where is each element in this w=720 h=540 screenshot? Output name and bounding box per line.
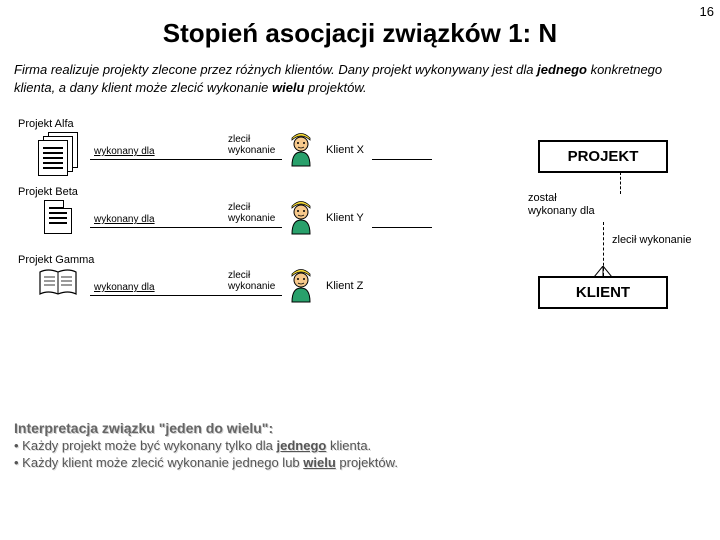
diagram-area: Projekt Alfa wykonany dla zlecił wykonan… bbox=[0, 104, 720, 364]
interp-line-2: • Każdy klient może zlecić wykonanie jed… bbox=[14, 455, 706, 470]
interp-l1-underline: jednego bbox=[277, 438, 327, 453]
interp-l2-post: projektów. bbox=[336, 455, 398, 470]
rel-beta: wykonany dla bbox=[94, 214, 155, 225]
person-y-icon bbox=[286, 198, 316, 236]
book-icon bbox=[38, 268, 78, 298]
project-beta-label: Projekt Beta bbox=[18, 186, 78, 198]
conn-side-label: zlecił wykonanie bbox=[612, 234, 691, 247]
line-alfa bbox=[90, 159, 282, 160]
interp-l2-pre: • Każdy klient może zlecić wykonanie jed… bbox=[14, 455, 303, 470]
interpretation-block: Interpretacja związku "jeden do wielu": … bbox=[14, 420, 706, 470]
interp-l1-post: klienta. bbox=[326, 438, 371, 453]
rel-gamma: wykonany dla bbox=[94, 282, 155, 293]
link-gamma: zlecił wykonanie bbox=[228, 270, 275, 292]
doc-icon bbox=[44, 200, 72, 234]
link-alfa: zlecił wykonanie bbox=[228, 134, 275, 156]
interp-l1-pre: • Każdy projekt może być wykonany tylko … bbox=[14, 438, 277, 453]
client-z-label: Klient Z bbox=[326, 280, 363, 292]
project-gamma-label: Projekt Gamma bbox=[18, 254, 94, 266]
hline-x bbox=[372, 159, 432, 160]
interp-title: Interpretacja związku "jeden do wielu": bbox=[14, 420, 706, 436]
line-beta bbox=[90, 227, 282, 228]
docstack-icon bbox=[38, 132, 80, 176]
person-x-icon bbox=[286, 130, 316, 168]
project-alfa-label: Projekt Alfa bbox=[18, 118, 74, 130]
entity-klient: KLIENT bbox=[538, 276, 668, 309]
hline-y bbox=[372, 227, 432, 228]
dash-top bbox=[620, 172, 621, 194]
interp-line-1: • Każdy projekt może być wykonany tylko … bbox=[14, 438, 706, 453]
interp-l2-underline: wielu bbox=[303, 455, 336, 470]
line-gamma bbox=[90, 295, 282, 296]
crows-foot-icon bbox=[594, 266, 612, 278]
entity-projekt: PROJEKT bbox=[538, 140, 668, 173]
slide-subtitle: Firma realizuje projekty zlecone przez r… bbox=[0, 49, 720, 104]
page-number: 16 bbox=[700, 4, 714, 19]
conn-top-label: został wykonany dla bbox=[528, 192, 595, 218]
slide-title: Stopień asocjacji związków 1: N bbox=[0, 0, 720, 49]
client-x-label: Klient X bbox=[326, 144, 364, 156]
link-beta: zlecił wykonanie bbox=[228, 202, 275, 224]
person-z-icon bbox=[286, 266, 316, 304]
client-y-label: Klient Y bbox=[326, 212, 364, 224]
rel-alfa: wykonany dla bbox=[94, 146, 155, 157]
